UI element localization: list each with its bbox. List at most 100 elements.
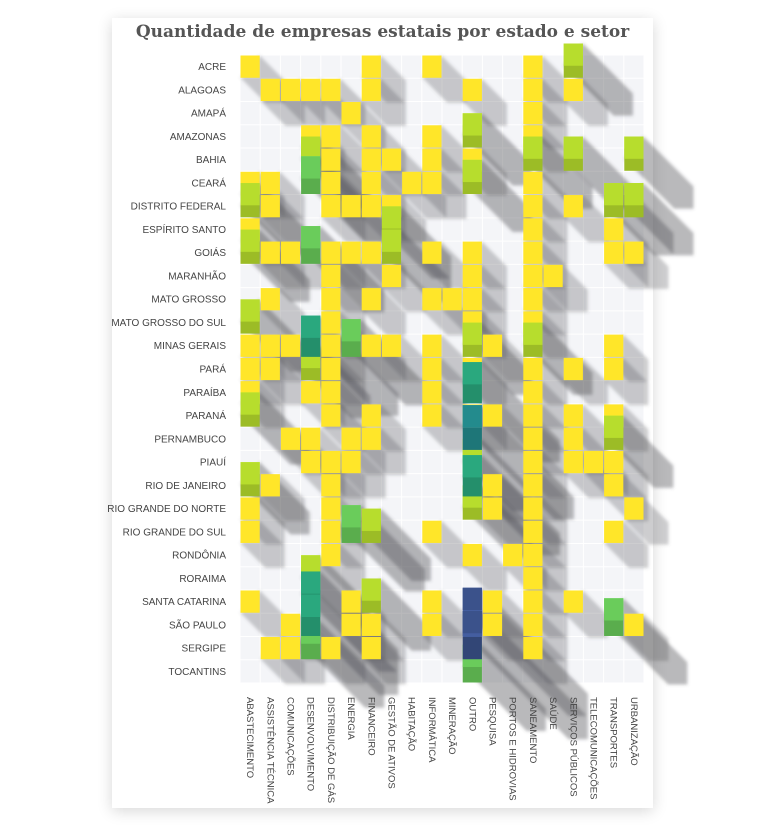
row-label: MINAS GERAIS bbox=[154, 341, 227, 352]
heatmap-cell bbox=[563, 136, 583, 171]
cell-front-face bbox=[604, 415, 624, 438]
column-label: INFORMÁTICA bbox=[426, 697, 437, 763]
heatmap-cell bbox=[482, 404, 503, 427]
heatmap-cell bbox=[624, 183, 644, 218]
heatmap-cell bbox=[563, 357, 583, 381]
column-label: OUTRO bbox=[466, 697, 477, 731]
cell-front-face bbox=[301, 226, 321, 249]
cell-front-face bbox=[462, 113, 482, 136]
cell-shadow bbox=[301, 594, 399, 695]
heatmap-cell bbox=[381, 229, 402, 264]
heatmap-cell bbox=[523, 136, 543, 171]
cell-front-face bbox=[523, 322, 543, 345]
heatmap-cell bbox=[240, 299, 260, 334]
heatmap-cell bbox=[240, 183, 260, 218]
heatmap-cell bbox=[402, 171, 422, 195]
cell-shadow bbox=[462, 610, 588, 740]
heatmap-cell bbox=[604, 474, 624, 497]
cell-front-face bbox=[563, 136, 583, 159]
heatmap-cell bbox=[280, 334, 301, 357]
heatmap-cell bbox=[321, 474, 341, 497]
heatmap-cell bbox=[482, 590, 503, 613]
column-label: PESQUISA bbox=[487, 697, 498, 746]
heatmap-cell bbox=[301, 226, 321, 264]
heatmap-cell bbox=[341, 427, 361, 450]
heatmap-cell bbox=[321, 148, 341, 171]
column-label: HABITAÇÃO bbox=[406, 697, 417, 751]
cell-front-face bbox=[301, 571, 321, 594]
heatmap-cell bbox=[361, 636, 381, 660]
heatmap-cell bbox=[523, 381, 543, 404]
heatmap-cell bbox=[462, 405, 482, 450]
heatmap-cell bbox=[604, 450, 624, 474]
cell-front-face bbox=[240, 229, 260, 252]
heatmap-cell bbox=[280, 427, 301, 450]
cell-front-face bbox=[523, 136, 543, 159]
heatmap-cell bbox=[604, 415, 624, 450]
row-label: BAHIA bbox=[196, 155, 226, 166]
heatmap-cell bbox=[361, 578, 381, 613]
row-label: CEARÁ bbox=[192, 176, 227, 189]
row-label: PARANÁ bbox=[186, 409, 227, 422]
cell-side-face bbox=[462, 381, 482, 404]
heatmap-cell bbox=[482, 474, 503, 497]
heatmap-cell bbox=[240, 357, 260, 381]
cell-front-face bbox=[240, 462, 260, 485]
heatmap-cell bbox=[321, 125, 341, 148]
row-label: RONDÔNIA bbox=[172, 549, 226, 562]
heatmap-cell bbox=[361, 171, 381, 195]
heatmap-cell bbox=[321, 311, 341, 334]
heatmap-cell bbox=[523, 567, 543, 590]
row-label: PERNAMBUCO bbox=[154, 434, 226, 445]
heatmap-cell bbox=[321, 334, 341, 357]
heatmap-cell bbox=[321, 543, 341, 567]
row-label: SERGIPE bbox=[182, 644, 227, 655]
heatmap-cell bbox=[523, 543, 543, 567]
row-label: PARÁ bbox=[200, 363, 227, 376]
heatmap-cell bbox=[523, 218, 543, 241]
heatmap-cell bbox=[321, 264, 341, 288]
row-label: MATO GROSSO DO SUL bbox=[111, 318, 226, 329]
column-label: MINERAÇÃO bbox=[446, 697, 457, 755]
heatmap-cell bbox=[462, 113, 482, 148]
heatmap-cell bbox=[301, 156, 321, 195]
column-label: ENERGIA bbox=[345, 697, 356, 740]
heatmap-cell bbox=[301, 315, 321, 357]
heatmap-cell bbox=[321, 288, 341, 311]
heatmap-cell bbox=[381, 264, 402, 288]
heatmap-cell bbox=[240, 55, 260, 78]
heatmap-cell bbox=[280, 613, 301, 636]
heatmap-cell bbox=[341, 505, 361, 543]
heatmap-cell bbox=[321, 357, 341, 381]
heatmap-cell bbox=[563, 427, 583, 450]
heatmap-cell bbox=[563, 43, 583, 78]
heatmap-cell bbox=[240, 334, 260, 357]
heatmap-cell bbox=[422, 404, 442, 427]
column-label: ABASTECIMENTO bbox=[244, 697, 255, 778]
row-label: RIO GRANDE DO SUL bbox=[123, 527, 227, 538]
heatmap-cell bbox=[462, 264, 482, 288]
heatmap-cell bbox=[604, 241, 624, 264]
heatmap-cell bbox=[563, 450, 583, 474]
heatmap-cell bbox=[422, 171, 442, 195]
column-label: DISTRIBUIÇÃO DE GÁS bbox=[325, 697, 336, 803]
column-label: SERVIÇOS PÚBLICOS bbox=[567, 697, 578, 797]
row-label: GOIÁS bbox=[194, 246, 226, 259]
heatmap-cell bbox=[381, 148, 402, 171]
cell-front-face bbox=[240, 183, 260, 206]
column-label: SANEAMENTO bbox=[527, 697, 538, 763]
row-label: ALAGOAS bbox=[178, 85, 226, 96]
cell-front-face bbox=[462, 610, 482, 634]
heatmap-cell bbox=[361, 288, 381, 311]
heatmap-cell bbox=[523, 357, 543, 381]
heatmap-cell bbox=[563, 78, 583, 102]
row-label: MATO GROSSO bbox=[151, 295, 226, 306]
heatmap-cell bbox=[482, 497, 503, 520]
cell-front-face bbox=[462, 405, 482, 428]
heatmap-cell bbox=[523, 264, 543, 288]
heatmap-cell bbox=[301, 427, 321, 450]
heatmap-cell bbox=[260, 195, 280, 218]
row-label: AMAPÁ bbox=[191, 107, 226, 120]
heatmap-cell bbox=[523, 450, 543, 474]
heatmap-cell bbox=[462, 610, 482, 660]
